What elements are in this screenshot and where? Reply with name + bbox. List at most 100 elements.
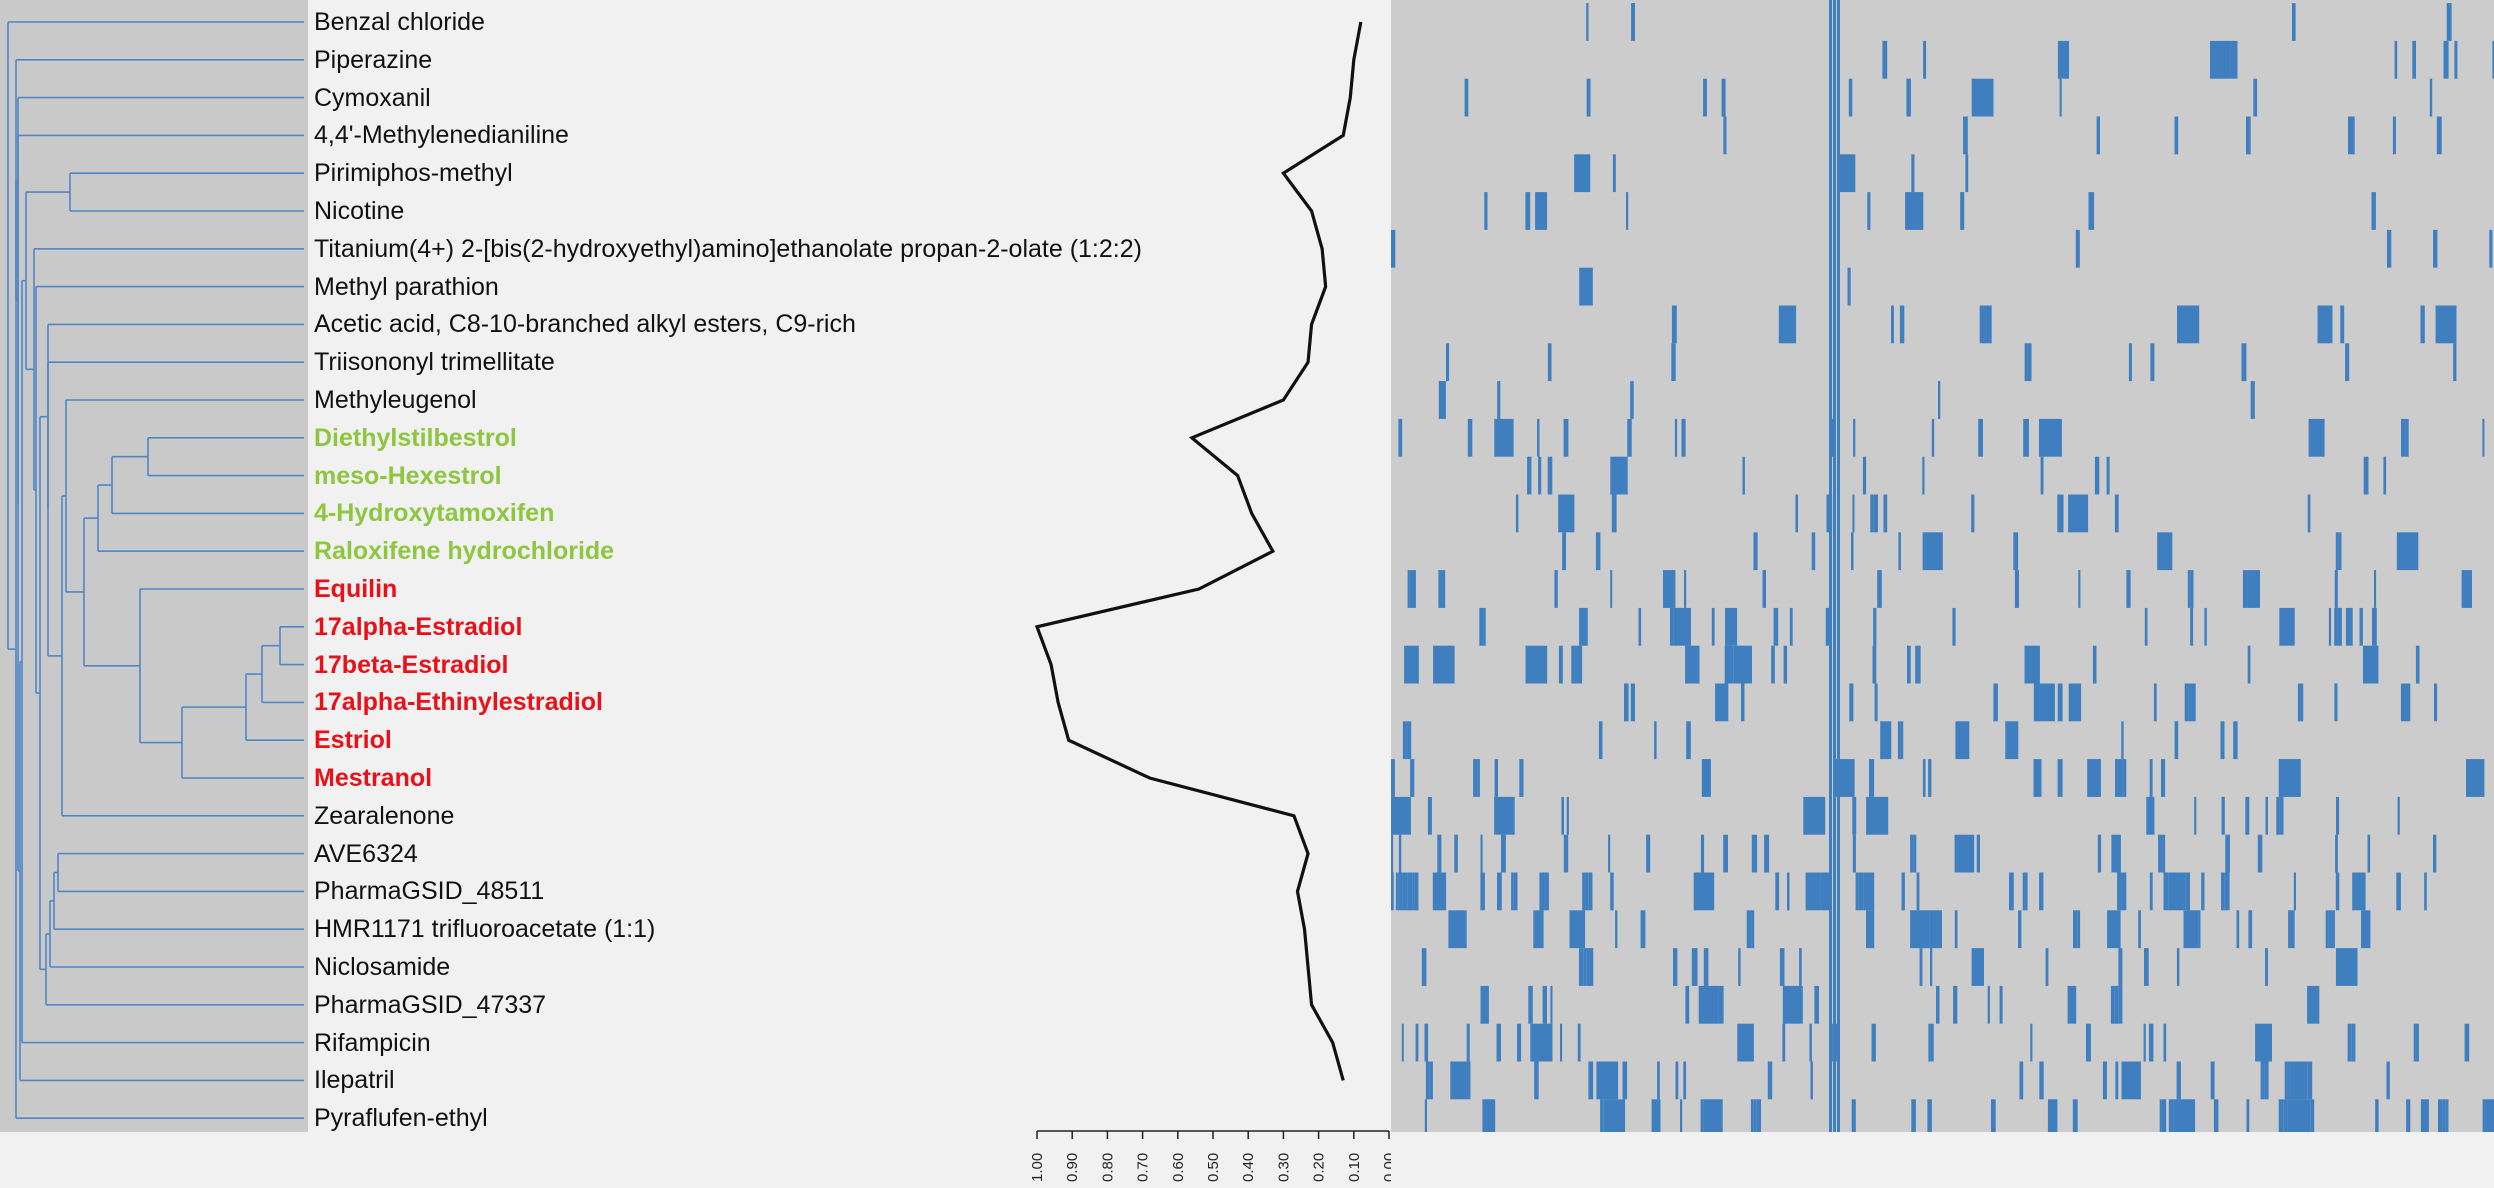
heatmap-cell	[2387, 229, 2392, 268]
heatmap-cell	[2168, 872, 2186, 911]
heatmap-cell	[2420, 305, 2425, 344]
compound-label: PharmaGSID_47337	[314, 990, 547, 1019]
heatmap-cell	[2146, 796, 2155, 835]
heatmap-cell	[1480, 834, 1483, 873]
heatmap-cell	[1927, 1099, 1930, 1132]
heatmap-cell	[1803, 796, 1826, 835]
heatmap-cell	[2247, 570, 2260, 608]
heatmap-cell	[1870, 494, 1874, 533]
heatmap-cell	[1750, 1099, 1754, 1132]
heatmap-cell	[1954, 834, 1975, 873]
compound-label: Rifampicin	[314, 1028, 431, 1057]
heatmap-cell	[2290, 910, 2295, 949]
heatmap-cell	[1874, 683, 1878, 722]
heatmap-cell	[2158, 834, 2163, 873]
compound-label: Niclosamide	[314, 953, 451, 981]
compound-label: Methyl parathion	[314, 272, 499, 301]
heatmap-cell	[1675, 1061, 1679, 1100]
heatmap-cell	[1883, 494, 1888, 533]
heatmap-cell	[1600, 1099, 1604, 1132]
heatmap-cell	[2446, 3, 2452, 41]
heatmap-cell	[2317, 305, 2333, 344]
heatmap-cell	[1560, 1023, 1563, 1062]
heatmap-cell	[2335, 532, 2339, 571]
heatmap-cell	[2412, 40, 2416, 79]
heatmap-cell	[2177, 305, 2200, 344]
heatmap-cell	[1395, 872, 1399, 911]
heatmap-cell	[1718, 985, 1724, 1024]
heatmap-cell	[1782, 1023, 1786, 1062]
heatmap-cell	[1837, 0, 1840, 1132]
heatmap-cell	[1685, 645, 1700, 684]
heatmap-cell	[2400, 683, 2406, 722]
heatmap-cell	[2340, 305, 2345, 344]
heatmap-cell	[1999, 985, 2003, 1024]
heatmap-cell	[1767, 1061, 1773, 1100]
heatmap-cell	[1723, 116, 1727, 155]
heatmap-cell	[2163, 1023, 2167, 1062]
heatmap-cell	[2292, 3, 2296, 41]
heatmap-cell	[1671, 305, 1677, 344]
compound-label: Pirimiphos-methyl	[314, 159, 513, 188]
heatmap-cell	[1952, 607, 1956, 646]
heatmap-cell	[2057, 759, 2063, 797]
heatmap-cell	[1764, 834, 1767, 873]
heatmap-cell	[2253, 78, 2258, 117]
heatmap-cell	[1910, 834, 1914, 873]
heatmap-cell	[1737, 1023, 1754, 1062]
heatmap-cell	[2102, 1061, 2107, 1100]
heatmap-cell	[1741, 683, 1745, 722]
heatmap-cell	[1401, 1023, 1404, 1062]
heatmap-cell	[1701, 759, 1711, 797]
heatmap-cell	[2367, 834, 2371, 873]
compound-label: Titanium(4+) 2-[bis(2-hydroxyethyl)amino…	[314, 234, 1142, 263]
heatmap-cell	[1673, 607, 1691, 646]
heatmap-cell	[1873, 607, 1877, 646]
dendrogram	[7, 21, 304, 1119]
fingerprint-heatmap	[1391, 0, 2494, 1132]
heatmap-cell	[1993, 683, 1998, 722]
heatmap-cell	[2233, 40, 2238, 79]
heatmap-cell	[1542, 985, 1547, 1024]
heatmap-cell	[1833, 0, 1836, 1132]
heatmap-cell	[2264, 1061, 2269, 1100]
heatmap-cell	[1586, 3, 1589, 41]
heatmap-cell	[1848, 78, 1853, 117]
heatmap-cell	[1513, 872, 1518, 911]
heatmap-cell	[1683, 1061, 1687, 1100]
heatmap-cell	[1483, 607, 1486, 646]
heatmap-cell	[1558, 645, 1563, 684]
x-tick-label: 1.00	[1029, 1153, 1046, 1182]
heatmap-cell	[2372, 607, 2377, 646]
heatmap-cell	[2325, 910, 2329, 949]
heatmap-cell	[2443, 40, 2449, 79]
heatmap-cell	[1424, 1099, 1427, 1132]
heatmap-cell	[1538, 456, 1542, 495]
heatmap-cell	[2168, 1099, 2174, 1132]
heatmap-cell	[1626, 192, 1629, 230]
heatmap-cell	[1863, 872, 1875, 911]
heatmap-cell	[1829, 0, 1832, 1132]
heatmap-cell	[1563, 418, 1569, 457]
heatmap-cell	[2284, 1061, 2288, 1100]
heatmap-cell	[2352, 872, 2362, 911]
heatmap-cell	[1578, 948, 1584, 986]
heatmap-cell	[2260, 1061, 2265, 1100]
heatmap-cell	[1539, 872, 1545, 911]
heatmap-cell	[1466, 1023, 1470, 1062]
heatmap-cell	[1862, 456, 1867, 495]
heatmap-cell	[1805, 872, 1821, 911]
heatmap-cell	[1527, 456, 1532, 495]
heatmap-cell	[2150, 343, 2155, 382]
x-tick-label: 0.50	[1205, 1153, 1222, 1182]
heatmap-cell	[1603, 1099, 1626, 1132]
heatmap-cell	[1558, 494, 1575, 533]
heatmap-cell	[2406, 1099, 2411, 1132]
x-tick-label: 0.00	[1381, 1153, 1391, 1182]
heatmap-cell	[1655, 1099, 1658, 1132]
heatmap-cell	[2013, 532, 2019, 571]
heatmap-cell	[1882, 40, 1888, 79]
compound-label: Cymoxanil	[314, 83, 431, 112]
compound-label: Piperazine	[314, 45, 433, 74]
heatmap-cell	[2033, 759, 2042, 797]
